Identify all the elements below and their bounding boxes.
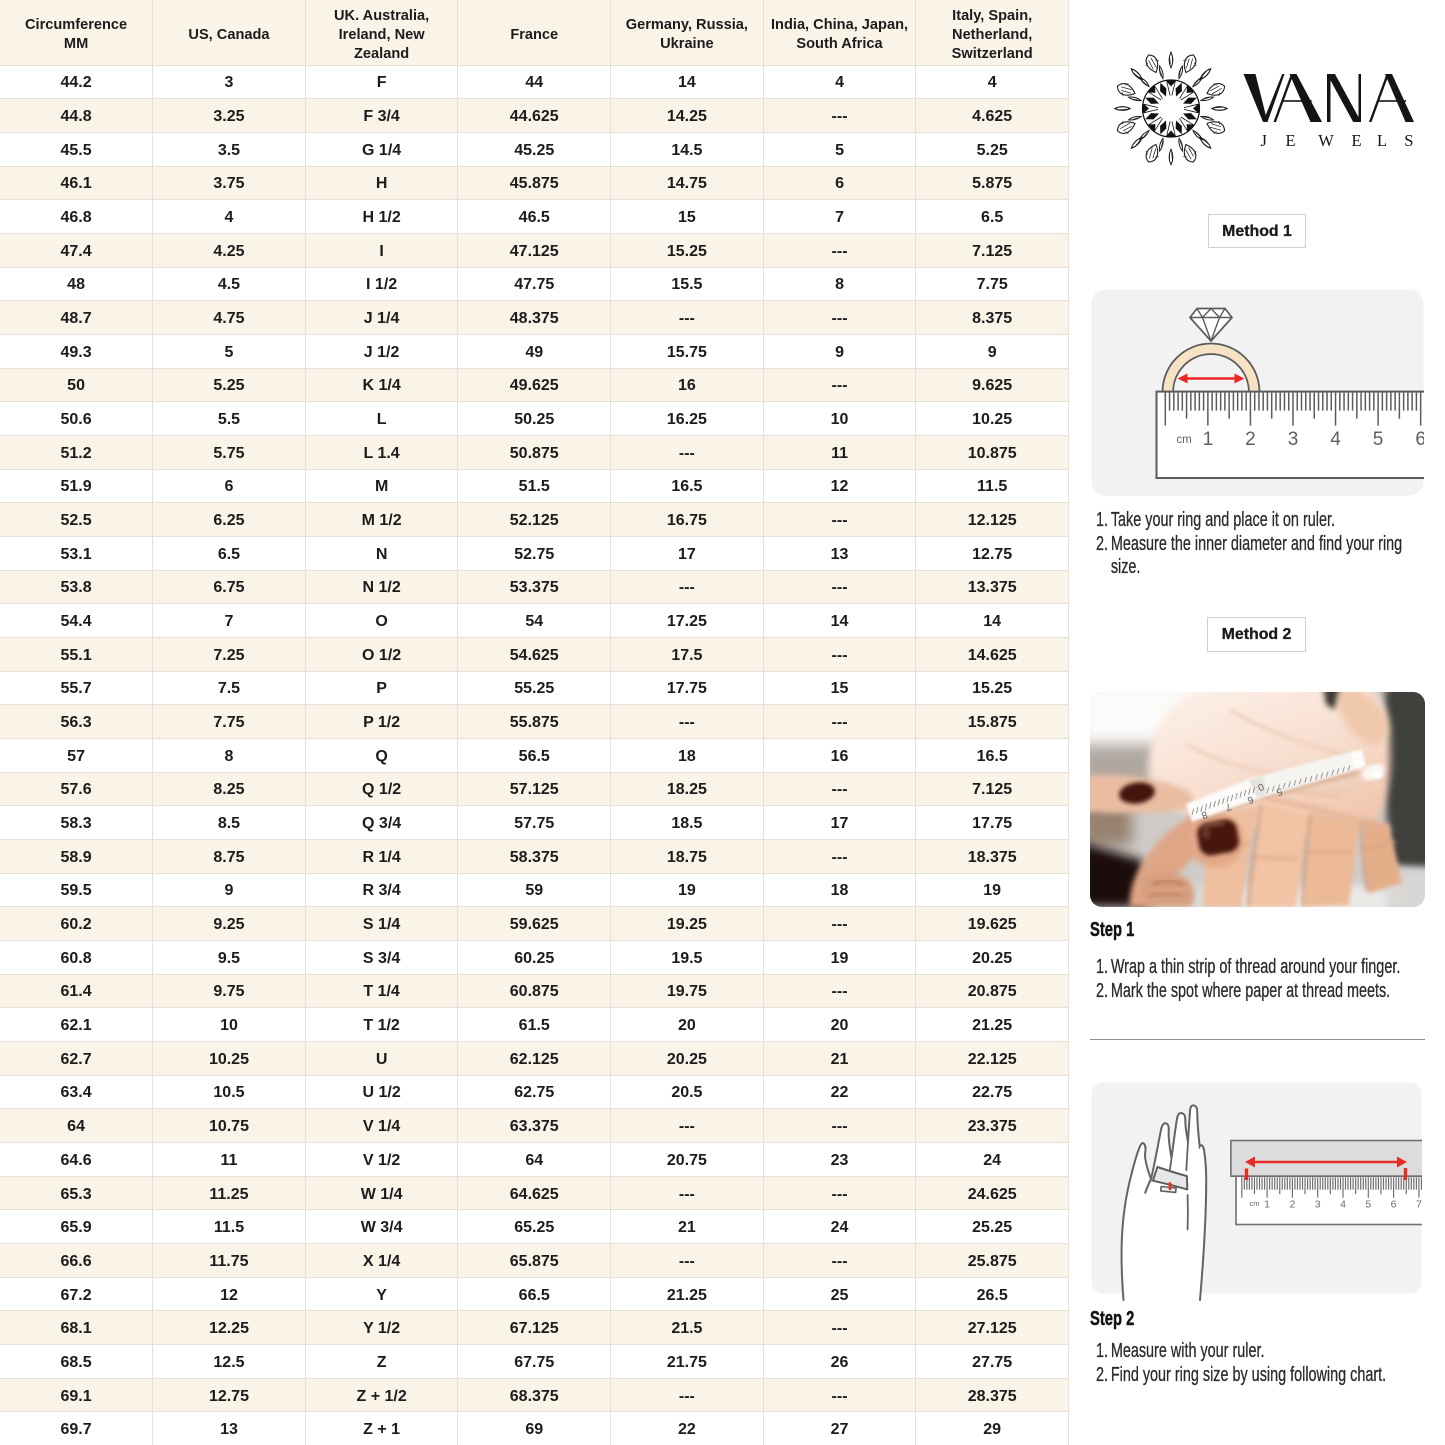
svg-text:7: 7: [1223, 800, 1232, 812]
svg-text:J: J: [1260, 131, 1267, 150]
svg-text:5: 5: [1274, 785, 1283, 797]
svg-text:W: W: [1318, 131, 1334, 150]
svg-text:cm: cm: [1250, 1199, 1260, 1208]
svg-text:7: 7: [1416, 1199, 1422, 1211]
svg-text:8: 8: [1199, 808, 1208, 820]
svg-text:5: 5: [1365, 1199, 1371, 1211]
svg-text:2: 2: [1289, 1199, 1295, 1211]
svg-text:3: 3: [1288, 429, 1299, 450]
svg-text:E: E: [1285, 131, 1295, 150]
svg-text:1: 1: [1203, 429, 1214, 450]
svg-text:0: 0: [1255, 780, 1265, 793]
svg-text:6: 6: [1245, 793, 1254, 805]
svg-text:4: 4: [1330, 429, 1341, 450]
svg-text:L: L: [1377, 131, 1387, 150]
svg-text:cm: cm: [1176, 434, 1191, 446]
svg-text:4: 4: [1340, 1199, 1346, 1211]
svg-text:6: 6: [1415, 429, 1424, 450]
svg-text:3: 3: [1315, 1199, 1321, 1211]
svg-text:1: 1: [1264, 1199, 1270, 1211]
svg-text:5: 5: [1373, 429, 1384, 450]
svg-text:S: S: [1404, 131, 1413, 150]
svg-text:E: E: [1351, 131, 1361, 150]
svg-text:6: 6: [1391, 1199, 1397, 1211]
svg-text:2: 2: [1245, 429, 1256, 450]
